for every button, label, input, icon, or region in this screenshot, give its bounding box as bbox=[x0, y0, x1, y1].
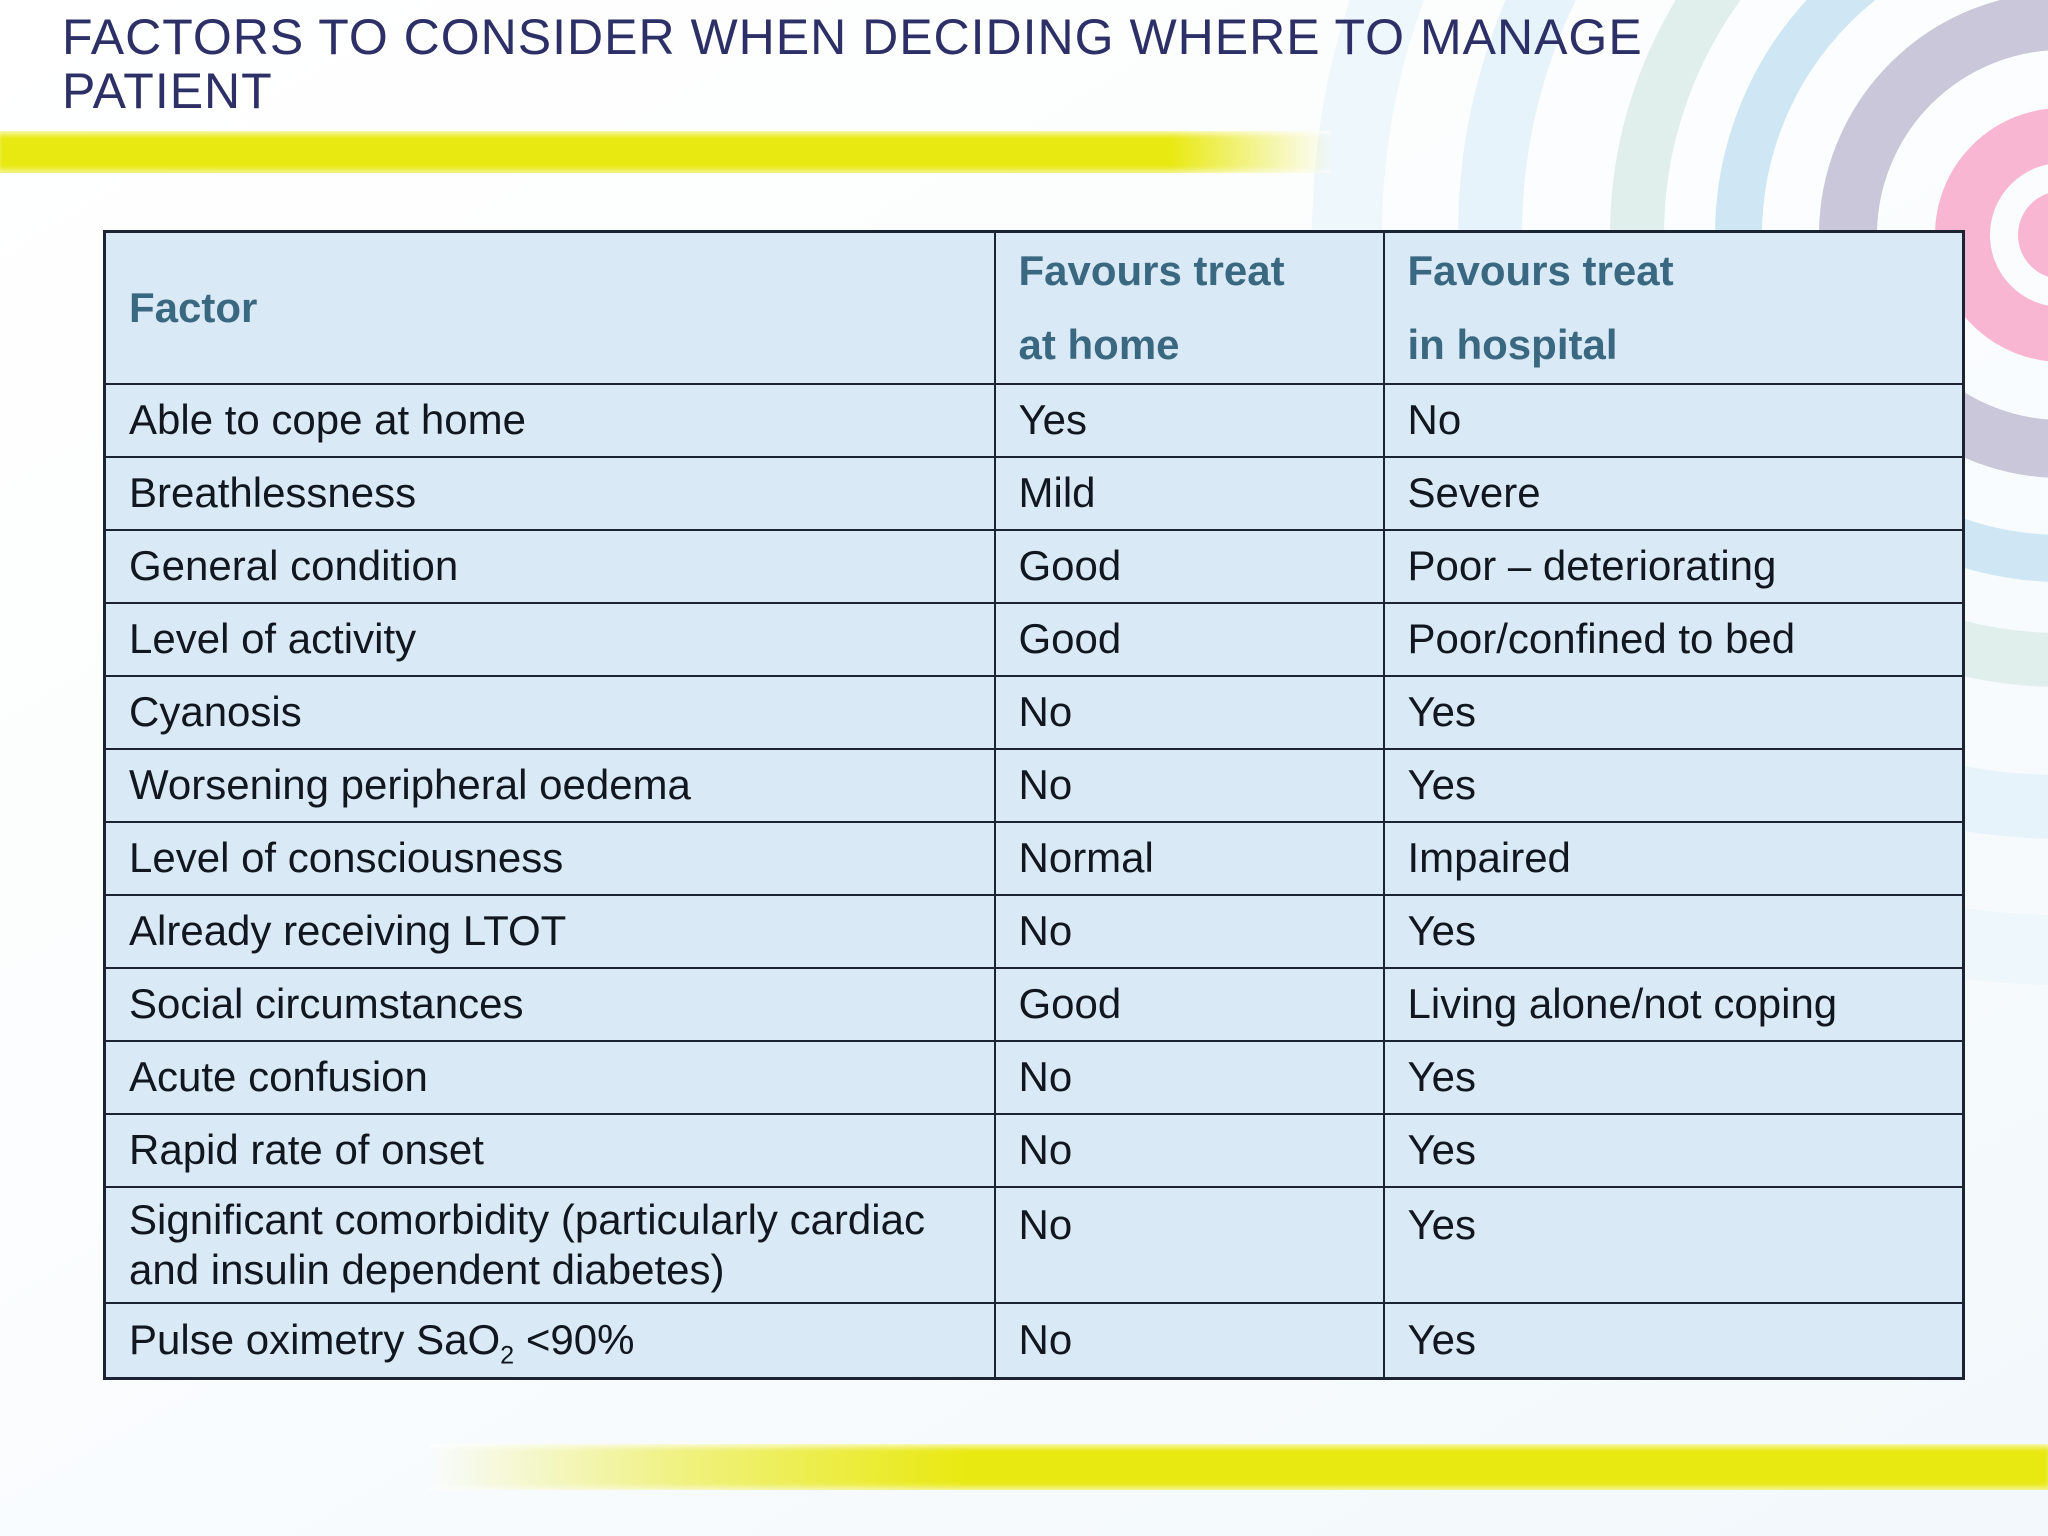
factor-cell: Social circumstances bbox=[103, 966, 996, 1042]
table-row: Worsening peripheral oedema No Yes bbox=[103, 747, 1965, 823]
table-row: Acute confusion No Yes bbox=[103, 1039, 1965, 1115]
hospital-cell: Yes bbox=[1382, 747, 1965, 823]
home-cell: No bbox=[993, 1185, 1385, 1304]
home-cell: Yes bbox=[993, 382, 1385, 458]
hospital-cell: Impaired bbox=[1382, 820, 1965, 896]
table-row: Social circumstances Good Living alone/n… bbox=[103, 966, 1965, 1042]
home-cell: No bbox=[993, 893, 1385, 969]
header-hospital-line-1: Favours treat bbox=[1407, 246, 1674, 294]
hospital-cell: Yes bbox=[1382, 1185, 1965, 1304]
pulse-oximetry-label: Pulse oximetry SaO bbox=[129, 1316, 501, 1364]
header-favours-home: Favours treat at home bbox=[993, 230, 1385, 385]
table-row: Level of consciousness Normal Impaired bbox=[103, 820, 1965, 896]
hospital-cell: Yes bbox=[1382, 1039, 1965, 1115]
pulse-oximetry-threshold: <90% bbox=[514, 1316, 635, 1364]
hospital-cell: Yes bbox=[1382, 1301, 1965, 1380]
table-row: General condition Good Poor – deteriorat… bbox=[103, 528, 1965, 604]
factors-table: Factor Favours treat at home Favours tre… bbox=[103, 230, 1965, 1380]
header-factor-label: Factor bbox=[129, 283, 258, 331]
factor-cell: Rapid rate of onset bbox=[103, 1112, 996, 1188]
hospital-cell: Living alone/not coping bbox=[1382, 966, 1965, 1042]
factor-cell: Worsening peripheral oedema bbox=[103, 747, 996, 823]
factor-cell: Breathlessness bbox=[103, 455, 996, 531]
home-cell: No bbox=[993, 674, 1385, 750]
factor-cell: Level of activity bbox=[103, 601, 996, 677]
factor-cell: Level of consciousness bbox=[103, 820, 996, 896]
header-hospital-line-2: in hospital bbox=[1407, 320, 1618, 368]
slide-title: FACTORS TO CONSIDER WHEN DECIDING WHERE … bbox=[62, 10, 1643, 118]
table-row: Able to cope at home Yes No bbox=[103, 382, 1965, 458]
header-home-line-2: at home bbox=[1018, 320, 1180, 368]
home-cell: Good bbox=[993, 966, 1385, 1042]
home-cell: Normal bbox=[993, 820, 1385, 896]
factor-cell: Cyanosis bbox=[103, 674, 996, 750]
table-header-row: Factor Favours treat at home Favours tre… bbox=[103, 230, 1965, 385]
hospital-cell: Severe bbox=[1382, 455, 1965, 531]
hospital-cell: Yes bbox=[1382, 674, 1965, 750]
table-row: Significant comorbidity (particularly ca… bbox=[103, 1185, 1965, 1304]
header-home-line-1: Favours treat bbox=[1018, 246, 1285, 294]
home-cell: Mild bbox=[993, 455, 1385, 531]
home-cell: No bbox=[993, 1112, 1385, 1188]
home-cell: No bbox=[993, 747, 1385, 823]
hospital-cell: Yes bbox=[1382, 893, 1965, 969]
hospital-cell: Yes bbox=[1382, 1112, 1965, 1188]
factor-cell: General condition bbox=[103, 528, 996, 604]
factor-cell: Able to cope at home bbox=[103, 382, 996, 458]
table-row: Cyanosis No Yes bbox=[103, 674, 1965, 750]
home-cell: Good bbox=[993, 528, 1385, 604]
factor-cell: Already receiving LTOT bbox=[103, 893, 996, 969]
home-cell: No bbox=[993, 1301, 1385, 1380]
factor-cell: Pulse oximetry SaO2 <90% bbox=[103, 1301, 996, 1380]
slide-title-line-1: FACTORS TO CONSIDER WHEN DECIDING WHERE … bbox=[62, 9, 1643, 65]
accent-bar-bottom bbox=[430, 1444, 2048, 1490]
header-factor: Factor bbox=[103, 230, 996, 385]
table-row: Breathlessness Mild Severe bbox=[103, 455, 1965, 531]
header-favours-hospital: Favours treat in hospital bbox=[1382, 230, 1965, 385]
table-row: Rapid rate of onset No Yes bbox=[103, 1112, 1965, 1188]
hospital-cell: No bbox=[1382, 382, 1965, 458]
table-row: Pulse oximetry SaO2 <90% No Yes bbox=[103, 1301, 1965, 1380]
factor-cell: Acute confusion bbox=[103, 1039, 996, 1115]
home-cell: Good bbox=[993, 601, 1385, 677]
hospital-cell: Poor – deteriorating bbox=[1382, 528, 1965, 604]
factor-cell: Significant comorbidity (particularly ca… bbox=[103, 1185, 996, 1304]
hospital-cell: Poor/confined to bed bbox=[1382, 601, 1965, 677]
subscript-2: 2 bbox=[500, 1341, 515, 1370]
table-row: Level of activity Good Poor/confined to … bbox=[103, 601, 1965, 677]
home-cell: No bbox=[993, 1039, 1385, 1115]
accent-bar-top bbox=[0, 131, 1330, 173]
table-row: Already receiving LTOT No Yes bbox=[103, 893, 1965, 969]
slide-title-line-2: PATIENT bbox=[62, 63, 273, 119]
